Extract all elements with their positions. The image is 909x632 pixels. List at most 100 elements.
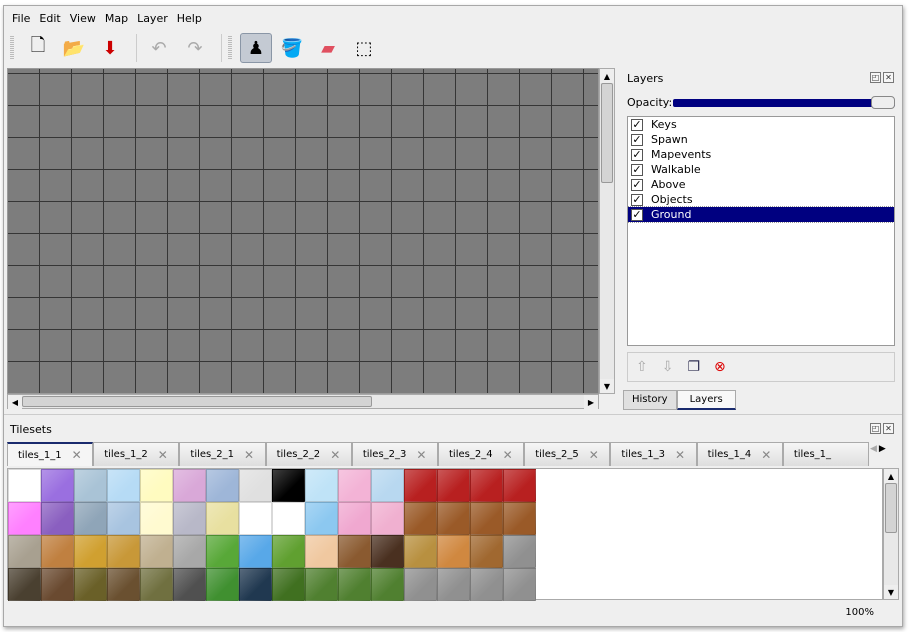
close-tab-icon[interactable]: ✕ [502, 447, 513, 462]
visibility-checkbox[interactable]: ✓ [631, 177, 643, 191]
visibility-checkbox[interactable]: ✓ [631, 207, 643, 221]
tile[interactable] [8, 535, 41, 568]
tileset-vertical-scrollbar[interactable]: ▲ ▼ [883, 468, 899, 600]
tile[interactable] [272, 469, 305, 502]
tile[interactable] [173, 502, 206, 535]
tile[interactable] [404, 535, 437, 568]
redo-button[interactable]: ↷ [179, 33, 211, 63]
tab-scroll-left-icon[interactable]: ◀ [870, 444, 877, 454]
tile[interactable] [41, 535, 74, 568]
tile[interactable] [272, 502, 305, 535]
tile[interactable] [140, 469, 173, 502]
visibility-checkbox[interactable]: ✓ [631, 147, 643, 161]
tile[interactable] [470, 535, 503, 568]
tile[interactable] [404, 568, 437, 601]
tile[interactable] [74, 469, 107, 502]
tile[interactable] [74, 568, 107, 601]
delete-layer-icon[interactable]: ⊗ [714, 359, 726, 375]
tab-scroll-right-icon[interactable]: ▶ [878, 444, 886, 454]
stamp-brush-button[interactable]: ♟ [240, 33, 272, 63]
scroll-down-arrow-icon[interactable]: ▼ [600, 379, 614, 393]
tile[interactable] [305, 535, 338, 568]
scroll-right-arrow-icon[interactable]: ▶ [584, 395, 598, 409]
bucket-fill-button[interactable]: 🪣 [276, 33, 308, 63]
layer-row[interactable]: ✓ Mapevents [628, 147, 894, 162]
tile[interactable] [140, 502, 173, 535]
tile[interactable] [107, 469, 140, 502]
tile[interactable] [8, 502, 41, 535]
menu-layer[interactable]: Layer [137, 12, 168, 25]
tile[interactable] [173, 469, 206, 502]
tile[interactable] [470, 502, 503, 535]
map-horizontal-scrollbar[interactable]: ◀ ▶ [7, 394, 599, 409]
tile[interactable] [272, 568, 305, 601]
scroll-down-arrow-icon[interactable]: ▼ [884, 585, 898, 599]
tileset-tab[interactable]: tiles_1_2 ✕ [93, 442, 180, 466]
tile[interactable] [503, 568, 536, 601]
scroll-thumb[interactable] [22, 396, 372, 407]
tile[interactable] [107, 502, 140, 535]
duplicate-layer-icon[interactable]: ❐ [687, 359, 701, 375]
tile[interactable] [206, 568, 239, 601]
tile[interactable] [503, 469, 536, 502]
tile[interactable] [173, 568, 206, 601]
tile[interactable] [305, 568, 338, 601]
toolbar-grip[interactable] [10, 36, 14, 60]
tile[interactable] [305, 502, 338, 535]
opacity-slider-handle[interactable] [871, 96, 895, 109]
toolbar-grip[interactable] [228, 36, 232, 60]
open-button[interactable]: 📂 [58, 33, 90, 63]
layer-row[interactable]: ✓ Ground [627, 206, 895, 223]
tileset-tab[interactable]: tiles_2_2 ✕ [265, 442, 352, 466]
close-icon[interactable]: ✕ [883, 72, 894, 83]
tile[interactable] [206, 469, 239, 502]
tileset-tab[interactable]: tiles_1_3 ✕ [610, 442, 697, 466]
tile[interactable] [272, 535, 305, 568]
scroll-thumb[interactable] [601, 83, 613, 183]
float-icon[interactable]: ◰ [870, 72, 881, 83]
move-layer-up-icon[interactable]: ⇧ [636, 359, 648, 375]
float-icon[interactable]: ◰ [870, 423, 881, 434]
tile[interactable] [206, 535, 239, 568]
move-layer-down-icon[interactable]: ⇩ [661, 359, 674, 375]
layer-row[interactable]: ✓ Spawn [628, 132, 894, 147]
tile[interactable] [41, 469, 74, 502]
menu-edit[interactable]: Edit [39, 12, 61, 25]
tile[interactable] [371, 502, 404, 535]
tileset-tab[interactable]: tiles_2_1 ✕ [179, 442, 266, 466]
visibility-checkbox[interactable]: ✓ [631, 132, 643, 146]
tile[interactable] [437, 502, 470, 535]
layer-row[interactable]: ✓ Above [628, 177, 894, 192]
rectangle-select-button[interactable]: ⬚ [348, 33, 380, 63]
tile[interactable] [437, 568, 470, 601]
opacity-slider[interactable] [673, 96, 895, 109]
tile[interactable] [140, 568, 173, 601]
tile[interactable] [239, 535, 272, 568]
scroll-up-arrow-icon[interactable]: ▲ [884, 469, 898, 483]
save-button[interactable]: ⬇ [94, 33, 126, 63]
tile[interactable] [503, 535, 536, 568]
visibility-checkbox[interactable]: ✓ [631, 162, 643, 176]
visibility-checkbox[interactable]: ✓ [631, 192, 643, 206]
tile[interactable] [470, 469, 503, 502]
tileset-tab[interactable]: tiles_2_5 ✕ [524, 442, 611, 466]
eraser-button[interactable]: ▰ [312, 33, 344, 63]
menu-help[interactable]: Help [176, 12, 202, 25]
tile[interactable] [41, 568, 74, 601]
tile[interactable] [74, 502, 107, 535]
tile[interactable] [239, 502, 272, 535]
close-tab-icon[interactable]: ✕ [761, 447, 772, 462]
tab-layers[interactable]: Layers [676, 390, 736, 410]
tile[interactable] [239, 568, 272, 601]
layer-row[interactable]: ✓ Keys [628, 117, 894, 132]
close-icon[interactable]: ✕ [883, 423, 894, 434]
tile[interactable] [404, 502, 437, 535]
tile[interactable] [305, 469, 338, 502]
map-canvas[interactable] [7, 68, 599, 394]
tile[interactable] [404, 469, 437, 502]
tile[interactable] [338, 469, 371, 502]
tile[interactable] [41, 502, 74, 535]
tile[interactable] [239, 469, 272, 502]
tile[interactable] [8, 469, 41, 502]
tileset-tab[interactable]: tiles_1_ [782, 442, 869, 466]
